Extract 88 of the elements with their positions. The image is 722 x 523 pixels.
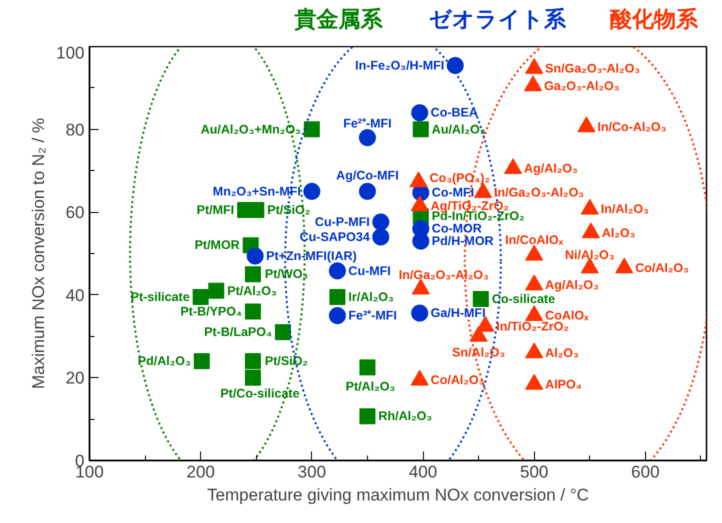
annotation: Pt/Al₂O₃ (346, 379, 396, 394)
annotation: Co₃(PO₄)₂ (430, 170, 490, 185)
annotation: AlPO₄ (545, 377, 582, 392)
text: 貴金属系 (294, 6, 384, 32)
annotation: Ir/Al₂O₃ (348, 290, 394, 304)
point (472, 291, 489, 308)
annotation: Ga₂O₃-Al₂O₃ (544, 78, 620, 93)
x-tick-label: 300 (298, 462, 326, 482)
annotation: In/Al₂O₃ (600, 202, 650, 216)
point (328, 262, 346, 280)
annotation: Co-BEA (430, 106, 478, 120)
annotation: Pt-silicate (130, 290, 190, 304)
point (244, 370, 261, 386)
point (359, 359, 376, 376)
annotation: In/Ga₂O₃-Al₂O₃ (398, 268, 490, 282)
annotation: Co-MFI (432, 186, 474, 200)
annotation: Cu-MFI (348, 264, 391, 278)
annotation: Co/Al₂O₃ (635, 260, 690, 275)
annotation: Pt-B/LaPO₄ (204, 325, 272, 340)
x-tick-label: 400 (408, 462, 438, 482)
point (303, 182, 320, 200)
annotation: Pt/Al₂O₃ (227, 284, 277, 298)
annotation: In-Fe₂O₃/H-MFI (355, 58, 444, 73)
point (246, 248, 264, 264)
annotation: Co/Al₂O₃ (430, 373, 485, 388)
x-tick-label: 500 (520, 462, 548, 482)
annotation: Pt/SiO₂ (267, 203, 310, 218)
y-tick-label: 20 (66, 368, 85, 388)
point (194, 353, 210, 370)
series-label: ゼオライト系 (429, 6, 567, 32)
annotation: In/CoAlOₓ (505, 233, 564, 248)
text: 酸化物系 (610, 6, 700, 32)
annotation: Pt-B/YPO₄ (180, 304, 242, 318)
y-tick-label: 80 (66, 120, 85, 140)
annotation: Au/Al₂O₃+Mn₂O₃ (200, 122, 302, 136)
annotation: Pd/H-MOR (432, 234, 494, 248)
annotation: Ag/TiO₂-ZrO₂ (430, 198, 509, 213)
point (244, 303, 261, 320)
annotation: Pt+Zn-MFI(IAR) (266, 248, 357, 263)
point (446, 57, 464, 74)
point (358, 182, 376, 200)
annotation: In/Co-Al₂O₃ (597, 120, 667, 134)
x-tick-label: 600 (631, 462, 660, 482)
point (208, 282, 224, 299)
point (328, 307, 346, 324)
annotation: Rh/Al₂O₃ (378, 409, 432, 424)
annotation: Cu-P-MFI (314, 215, 370, 230)
annotation: Pt/MFI (196, 203, 234, 218)
point (372, 214, 390, 231)
annotation: Al₂O₃ (602, 226, 636, 240)
x-axis-title: Temperature giving maximum NOx conversion / °C (207, 486, 589, 504)
annotation: Au/Al₂O₃ (432, 122, 486, 136)
y-tick-label: 100 (56, 44, 85, 62)
annotation: Fe³⁺-MFI (348, 308, 397, 323)
point (359, 408, 376, 424)
point (358, 129, 376, 146)
annotation: Fe²⁺-MFI (343, 116, 392, 131)
point (329, 288, 346, 305)
annotation: Co-silicate (492, 292, 556, 306)
annotation: Al₂O₃ (545, 346, 579, 360)
x-tick-label: 200 (186, 462, 215, 482)
annotation: Pd/Al₂O₃ (138, 354, 192, 368)
point (244, 353, 261, 370)
point (412, 232, 430, 250)
y-tick-label: 60 (66, 203, 85, 222)
point (304, 121, 320, 138)
point (411, 304, 428, 322)
point (411, 104, 428, 122)
annotation: Pt/Co-silicate (220, 386, 300, 401)
annotation: Ag/Co-MFI (336, 168, 399, 182)
point (412, 121, 429, 138)
annotation: Ga/H-MFI (430, 306, 486, 320)
annotation: In/Ga₂O₃-Al₂O₃ (494, 186, 584, 200)
point (192, 288, 209, 305)
annotation: Mn₂O₃+Sn-MFI (212, 184, 301, 198)
annotation: Co-MOR (432, 222, 482, 236)
annotation: Cu-SAPO34 (300, 230, 370, 244)
annotation: Sn/Ga₂O₃-Al₂O₃ (545, 61, 640, 76)
annotation: Ni/Al₂O₃ (565, 248, 615, 262)
y-axis-title: Maximum NOx conversion to N₂ / % (29, 118, 48, 390)
point (244, 266, 261, 282)
annotation: Ag/Al₂O₃ (545, 278, 600, 292)
point (372, 228, 390, 246)
point (274, 324, 291, 340)
annotation: Pt/MOR (194, 238, 240, 252)
annotation: Pt/WO₃ (264, 267, 308, 282)
annotation: Ag/Al₂O₃ (524, 162, 578, 176)
y-tick-label: 40 (66, 286, 85, 305)
